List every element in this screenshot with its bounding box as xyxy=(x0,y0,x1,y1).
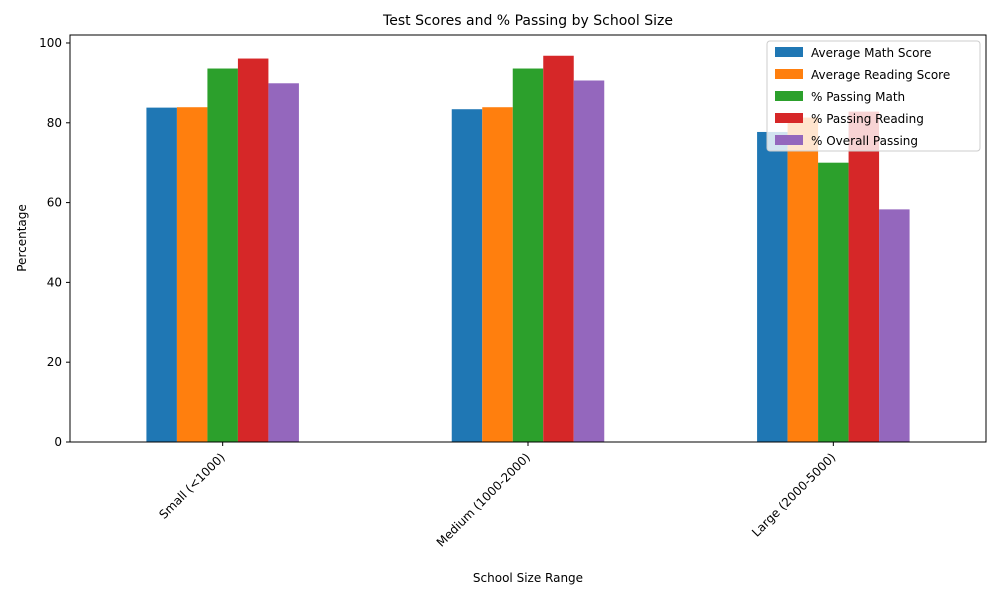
x-tick-label: Medium (1000-2000) xyxy=(434,450,533,549)
y-tick-label: 100 xyxy=(39,36,62,50)
legend-swatch-4 xyxy=(775,135,803,145)
legend-swatch-1 xyxy=(775,69,803,79)
y-tick-label: 0 xyxy=(54,435,62,449)
x-tick-label: Large (2000-5000) xyxy=(749,450,838,539)
bar-2-0 xyxy=(207,68,238,443)
y-tick-label: 20 xyxy=(47,355,62,369)
bar-3-2 xyxy=(848,111,880,443)
legend: Average Math Score Average Reading Score%… xyxy=(766,40,981,152)
bar-2-1 xyxy=(512,68,544,443)
x-axis-label: School Size Range xyxy=(473,571,583,585)
legend-label-0: Average Math Score xyxy=(811,46,932,60)
legend-box xyxy=(766,40,981,152)
bar-1-0 xyxy=(176,107,208,442)
plot-frame xyxy=(69,34,987,443)
legend-label-4: % Overall Passing xyxy=(811,134,918,148)
x-axis-ticks: Small (<1000) Medium (1000-2000) Large (20… xyxy=(156,442,838,550)
y-tick-label: 40 xyxy=(47,275,62,289)
bar-1-2 xyxy=(787,117,819,442)
bar-0-2 xyxy=(757,131,788,442)
y-axis-label: Percentage xyxy=(15,204,29,272)
bar-0-1 xyxy=(451,109,483,442)
bars-group xyxy=(146,55,910,443)
legend-swatch-2 xyxy=(775,91,803,101)
bar-3-0 xyxy=(237,58,269,442)
bar-0-0 xyxy=(146,107,177,443)
y-axis-ticks: 0 20 40 60 80 100 xyxy=(39,36,70,449)
bar-4-1 xyxy=(573,80,605,443)
y-tick-label: 80 xyxy=(47,116,62,130)
bar-2-2 xyxy=(818,162,849,442)
legend-label-3: % Passing Reading xyxy=(811,112,924,126)
legend-swatch-3 xyxy=(775,113,803,123)
bar-4-0 xyxy=(268,83,299,442)
legend-label-1: Average Reading Score xyxy=(811,68,950,82)
bar-1-1 xyxy=(482,107,513,442)
legend-swatch-0 xyxy=(775,47,803,57)
y-tick-label: 60 xyxy=(47,196,62,210)
bar-4-2 xyxy=(879,209,910,442)
bar-3-1 xyxy=(543,55,574,442)
chart-title: Test Scores and % Passing by School Size xyxy=(382,13,673,29)
legend-label-2: % Passing Math xyxy=(811,90,905,104)
x-tick-label: Small (<1000) xyxy=(156,450,227,521)
